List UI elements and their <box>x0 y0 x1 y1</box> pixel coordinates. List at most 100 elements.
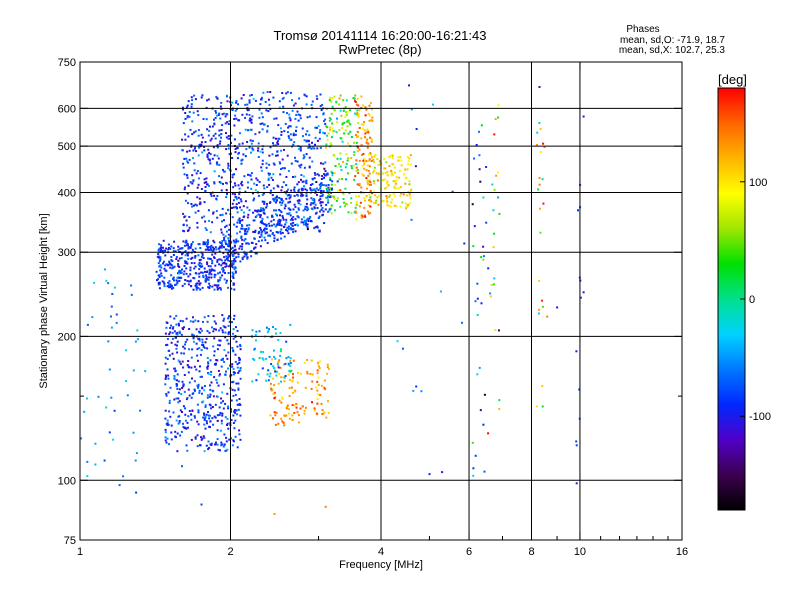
data-point <box>206 357 209 359</box>
data-point <box>254 189 257 192</box>
data-point <box>255 214 258 217</box>
data-point <box>191 248 194 251</box>
data-point <box>209 420 212 423</box>
data-point <box>232 337 235 340</box>
data-point <box>233 268 236 271</box>
data-point <box>292 376 294 379</box>
colorbar-tick-label: 0 <box>749 294 755 306</box>
data-point <box>219 214 222 217</box>
data-point <box>273 367 276 370</box>
data-point <box>316 226 319 229</box>
data-point <box>310 220 313 223</box>
data-point <box>164 428 167 431</box>
data-point <box>269 372 272 375</box>
data-point <box>302 154 305 157</box>
data-point <box>176 280 179 283</box>
data-point <box>257 142 260 145</box>
data-point <box>323 173 325 175</box>
data-point <box>241 219 244 222</box>
data-point <box>303 216 305 219</box>
data-point <box>366 128 369 131</box>
data-point <box>233 173 235 176</box>
data-point <box>193 340 195 343</box>
data-point <box>227 135 230 137</box>
data-point <box>204 248 207 251</box>
data-point <box>212 330 215 333</box>
data-point <box>273 391 276 394</box>
data-point <box>476 282 479 285</box>
data-point <box>219 105 222 108</box>
data-point <box>180 430 183 433</box>
data-point <box>241 258 244 260</box>
data-point <box>178 400 181 403</box>
data-point <box>225 212 228 215</box>
data-point <box>235 240 238 243</box>
data-point <box>316 393 319 396</box>
data-point <box>345 153 348 156</box>
data-point <box>305 202 308 205</box>
data-point <box>250 118 253 121</box>
data-point <box>330 212 333 215</box>
data-point <box>299 166 302 169</box>
data-point <box>260 98 262 101</box>
data-point <box>204 189 207 192</box>
data-point <box>349 130 352 133</box>
data-point <box>186 176 189 179</box>
data-point <box>166 343 169 346</box>
data-point <box>305 140 308 143</box>
data-point <box>272 377 275 380</box>
data-point <box>197 411 200 414</box>
data-point <box>233 241 236 244</box>
data-point <box>244 238 247 241</box>
data-point <box>264 100 267 103</box>
data-point <box>282 181 285 184</box>
data-point <box>258 108 261 111</box>
data-point <box>240 224 243 226</box>
data-point <box>394 187 397 190</box>
data-point <box>278 220 281 223</box>
data-point <box>365 160 368 163</box>
data-point <box>304 205 307 208</box>
data-point <box>360 144 363 147</box>
data-point <box>357 135 360 138</box>
data-point <box>222 269 225 272</box>
data-point <box>320 109 323 112</box>
data-point <box>539 231 542 234</box>
data-point <box>249 139 252 142</box>
data-point <box>269 234 272 237</box>
data-point <box>263 227 266 230</box>
data-point <box>193 262 196 265</box>
data-point <box>281 231 284 234</box>
data-point <box>246 256 249 259</box>
data-point <box>199 353 202 356</box>
data-point <box>225 230 228 233</box>
data-point <box>202 257 205 260</box>
data-point <box>362 123 365 126</box>
data-point <box>279 214 281 217</box>
data-point <box>164 374 167 377</box>
data-point <box>280 224 283 227</box>
data-point <box>202 118 205 120</box>
data-point <box>366 164 369 167</box>
data-point <box>212 395 215 398</box>
data-point <box>375 199 378 202</box>
data-point <box>300 174 303 176</box>
data-point <box>369 196 372 199</box>
data-point <box>276 199 278 202</box>
data-point <box>316 380 319 383</box>
data-point <box>274 225 277 228</box>
data-point <box>311 141 313 144</box>
data-point <box>241 142 244 145</box>
data-point <box>406 168 409 171</box>
data-point <box>255 379 258 382</box>
data-point <box>205 118 208 121</box>
data-point <box>492 246 495 249</box>
data-point <box>275 117 278 120</box>
data-point <box>239 336 242 339</box>
data-point <box>189 181 192 184</box>
data-point <box>221 357 224 360</box>
data-point <box>206 239 209 242</box>
data-point <box>268 201 271 204</box>
data-point <box>268 355 271 358</box>
